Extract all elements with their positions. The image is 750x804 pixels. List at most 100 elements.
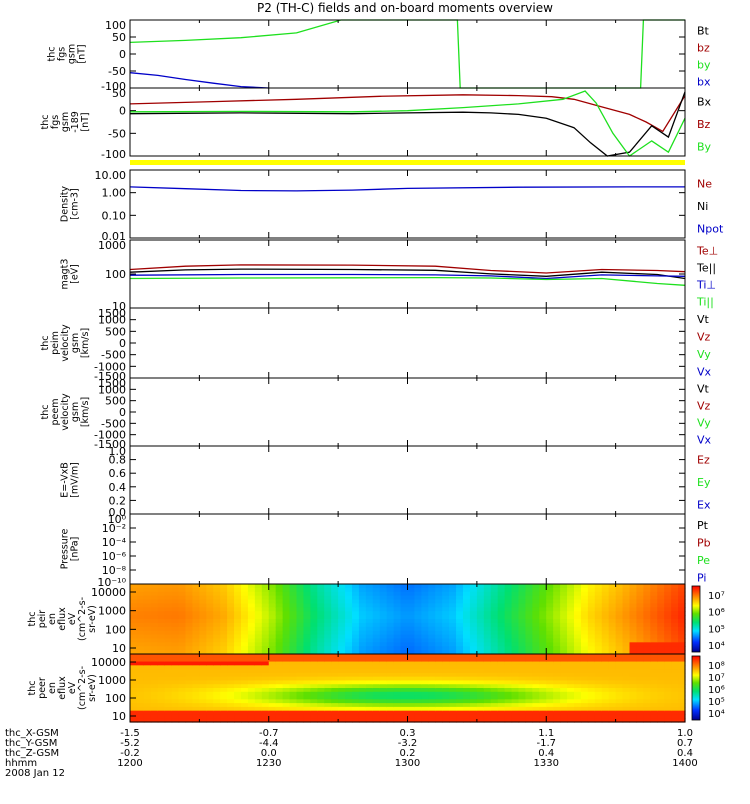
heatmap-cell: [532, 684, 540, 689]
heatmap-cell: [365, 634, 374, 640]
legend-label: Vy: [697, 417, 711, 430]
heatmap-cell: [629, 584, 638, 589]
heatmap-cell: [317, 661, 325, 666]
heatmap-cell: [206, 703, 214, 708]
legend-label: Te||: [696, 262, 716, 275]
heatmap-cell: [601, 591, 610, 597]
heatmap-cell: [574, 630, 582, 636]
heatmap-cell: [428, 699, 436, 704]
heatmap-cell: [463, 688, 471, 693]
heatmap-cell: [414, 714, 422, 719]
heatmap-cell: [463, 691, 471, 697]
heatmap-cell: [594, 718, 603, 723]
heatmap-cell: [254, 603, 263, 608]
heatmap-cell: [268, 587, 277, 593]
heatmap-cell: [192, 710, 200, 716]
heatmap-cell: [414, 680, 422, 685]
heatmap-cell: [234, 622, 242, 628]
heatmap-cell: [469, 718, 478, 723]
heatmap-cell: [143, 634, 152, 640]
heatmap-cell: [532, 710, 540, 716]
heatmap-cell: [303, 638, 311, 643]
heatmap-cell: [275, 714, 284, 719]
heatmap-cell: [358, 599, 367, 605]
heatmap-cell: [449, 657, 457, 663]
heatmap-cell: [553, 699, 561, 704]
heatmap-cell: [199, 630, 207, 636]
heatmap-cell: [338, 595, 346, 601]
heatmap-cell: [227, 680, 235, 685]
heatmap-cell: [615, 638, 624, 643]
heatmap-cell: [317, 718, 325, 723]
heatmap-cell: [525, 672, 533, 678]
ylabel-line: velocity: [60, 324, 71, 362]
heatmap-cell: [338, 684, 346, 689]
heatmap-cell: [608, 706, 617, 712]
heatmap-cell: [289, 718, 298, 723]
heatmap-cell: [331, 718, 339, 723]
heatmap-cell: [234, 595, 242, 601]
heatmap-cell: [580, 630, 589, 636]
heatmap-cell: [324, 603, 332, 608]
heatmap-cell: [317, 615, 325, 620]
heatmap-cell: [393, 626, 402, 632]
heatmap-cell: [206, 607, 214, 612]
heatmap-cell: [518, 699, 527, 704]
heatmap-cell: [220, 672, 228, 678]
heatmap-cell: [511, 615, 520, 620]
heatmap-cell: [483, 665, 492, 670]
heatmap-cell: [393, 595, 402, 601]
heatmap-cell: [386, 607, 395, 612]
heatmap-cell: [324, 688, 332, 693]
heatmap-cell: [324, 587, 332, 593]
y-tick-label: 50: [112, 31, 126, 44]
heatmap-cell: [650, 672, 658, 678]
heatmap-cell: [338, 718, 346, 723]
heatmap-cell: [289, 699, 298, 704]
heatmap-cell: [678, 607, 686, 612]
heatmap-cell: [247, 591, 256, 597]
heatmap-cell: [553, 695, 561, 700]
ylabel-line: thc: [47, 47, 58, 62]
heatmap-cell: [574, 688, 582, 693]
heatmap-cell: [234, 611, 242, 616]
heatmap-cell: [352, 603, 360, 608]
heatmap-cell: [338, 710, 346, 716]
heatmap-cell: [483, 714, 492, 719]
heatmap-cell: [435, 626, 443, 632]
heatmap-cell: [324, 661, 332, 666]
heatmap-cell: [678, 650, 686, 655]
heatmap-cell: [261, 634, 270, 640]
heatmap-cell: [352, 699, 360, 704]
heatmap-cell: [338, 695, 346, 700]
heatmap-cell: [275, 646, 284, 651]
heatmap-cell: [615, 654, 624, 659]
heatmap-cell: [275, 587, 284, 593]
heatmap-cell: [282, 638, 291, 643]
heatmap-cell: [476, 695, 485, 700]
heatmap-cell: [358, 611, 367, 616]
heatmap-cell: [456, 619, 464, 624]
heatmap-cell: [345, 622, 353, 628]
heatmap-cell: [289, 669, 298, 674]
heatmap-cell: [199, 684, 207, 689]
heatmap-cell: [213, 714, 221, 719]
heatmap-cell: [615, 703, 624, 708]
heatmap-cell: [261, 630, 270, 636]
heatmap-cell: [567, 615, 575, 620]
legend-label: Ni: [697, 200, 708, 213]
heatmap-cell: [463, 695, 471, 700]
heatmap-cell: [678, 691, 686, 697]
heatmap-cell: [490, 603, 499, 608]
heatmap-cell: [497, 676, 506, 682]
heatmap-cell: [372, 642, 381, 647]
heatmap-cell: [671, 619, 679, 624]
heatmap-cell: [352, 657, 360, 663]
heatmap-cell: [553, 584, 561, 589]
heatmap-cell: [504, 710, 513, 716]
heatmap-cell: [213, 672, 221, 678]
heatmap-cell: [421, 684, 429, 689]
heatmap-cell: [483, 669, 492, 674]
heatmap-cell: [532, 691, 540, 697]
heatmap-cell: [574, 619, 582, 624]
